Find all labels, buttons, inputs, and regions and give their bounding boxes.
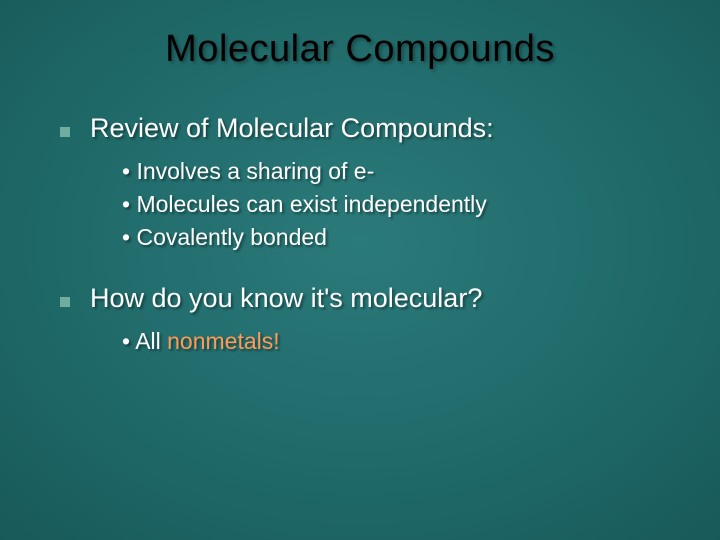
bullet-text: Covalently bonded xyxy=(136,224,327,250)
bullet-item: • All nonmetals! xyxy=(122,328,680,355)
bullet-item: • Molecules can exist independently xyxy=(122,191,680,218)
bullet-text-accent: nonmetals! xyxy=(167,328,280,354)
square-bullet-icon xyxy=(60,127,70,137)
section-heading-1-text: Review of Molecular Compounds: xyxy=(90,113,494,144)
slide: Molecular Compounds Review of Molecular … xyxy=(0,0,720,540)
section-heading-1: Review of Molecular Compounds: xyxy=(60,113,680,144)
bullet-item: • Covalently bonded xyxy=(122,224,680,251)
section-heading-2-text: How do you know it's molecular? xyxy=(90,283,482,314)
bullet-item: • Involves a sharing of e- xyxy=(122,158,680,185)
slide-title: Molecular Compounds xyxy=(40,28,680,71)
spacer xyxy=(40,257,680,283)
bullet-text-prefix: All xyxy=(135,328,167,354)
bullet-text: Involves a sharing of e- xyxy=(136,158,374,184)
section-heading-2: How do you know it's molecular? xyxy=(60,283,680,314)
square-bullet-icon xyxy=(60,297,70,307)
bullet-text: Molecules can exist independently xyxy=(136,191,486,217)
